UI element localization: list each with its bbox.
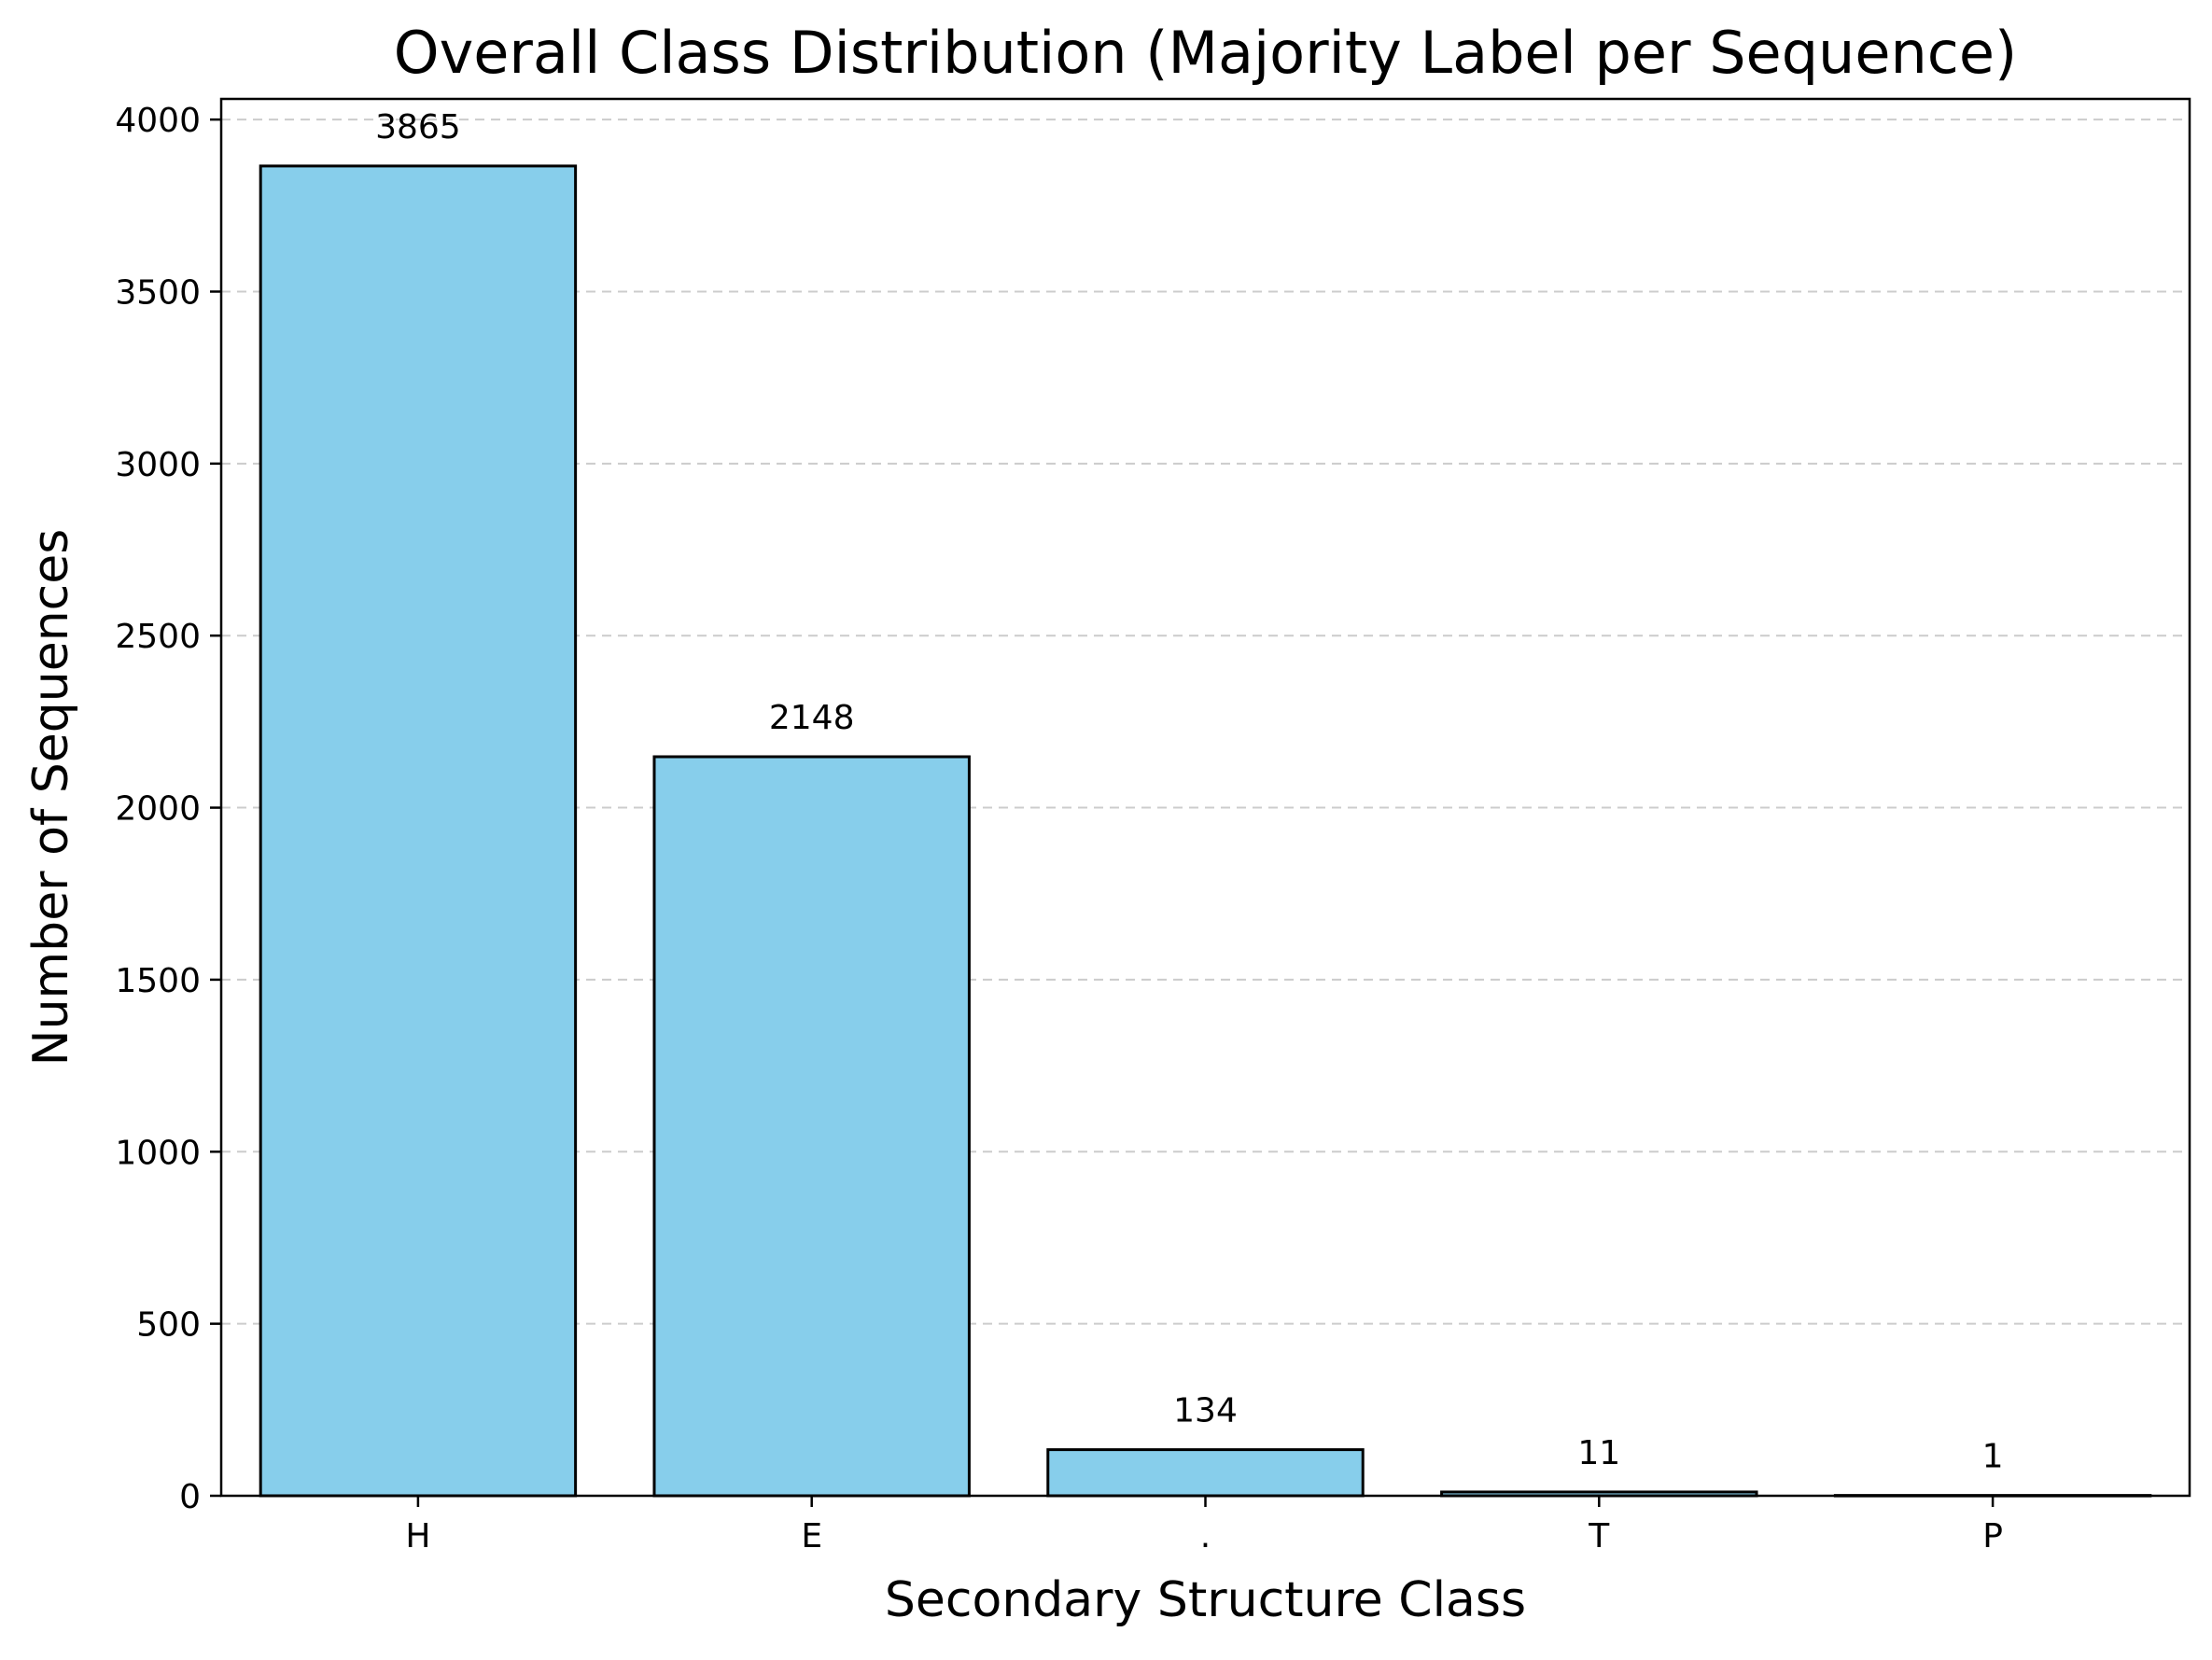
grid-layer — [221, 119, 2190, 1497]
y-tick-label: 3000 — [115, 446, 201, 484]
y-tick-label: 2500 — [115, 618, 201, 656]
bar-1 — [259, 164, 578, 1498]
y-tick-label: 500 — [136, 1306, 201, 1345]
x-tick-label: H — [405, 1517, 430, 1555]
plot-frame — [219, 97, 2191, 1498]
y-tick-label: 4000 — [115, 102, 201, 140]
y-tick-label: 1000 — [115, 1134, 201, 1172]
bar-3 — [1046, 1448, 1365, 1498]
data-label: 3865 — [375, 108, 461, 146]
chart-title: Overall Class Distribution (Majority Lab… — [394, 19, 2017, 87]
y-axis-ticks: 0 500 1000 1500 2000 2500 3000 3500 4000 — [115, 102, 221, 1516]
y-tick-label: 0 — [179, 1478, 201, 1516]
x-tick-label: . — [1200, 1517, 1211, 1555]
x-axis-label: Secondary Structure Class — [885, 1572, 1526, 1628]
y-tick-label: 2000 — [115, 790, 201, 829]
bar-layer — [259, 164, 2152, 1498]
data-label: 1 — [1982, 1438, 2004, 1476]
y-axis-label: Number of Sequences — [23, 529, 79, 1067]
y-tick-label: 3500 — [115, 273, 201, 312]
x-tick-label: T — [1588, 1517, 1610, 1555]
x-axis-ticks: H E. T P — [405, 1496, 2003, 1555]
x-tick-label: P — [1982, 1517, 2003, 1555]
data-label: 134 — [1173, 1392, 1238, 1430]
x-tick-label: E — [801, 1517, 822, 1555]
data-label: 2148 — [769, 699, 855, 737]
bar-2 — [652, 755, 971, 1498]
y-tick-label: 1500 — [115, 962, 201, 1000]
data-label: 11 — [1577, 1434, 1620, 1472]
